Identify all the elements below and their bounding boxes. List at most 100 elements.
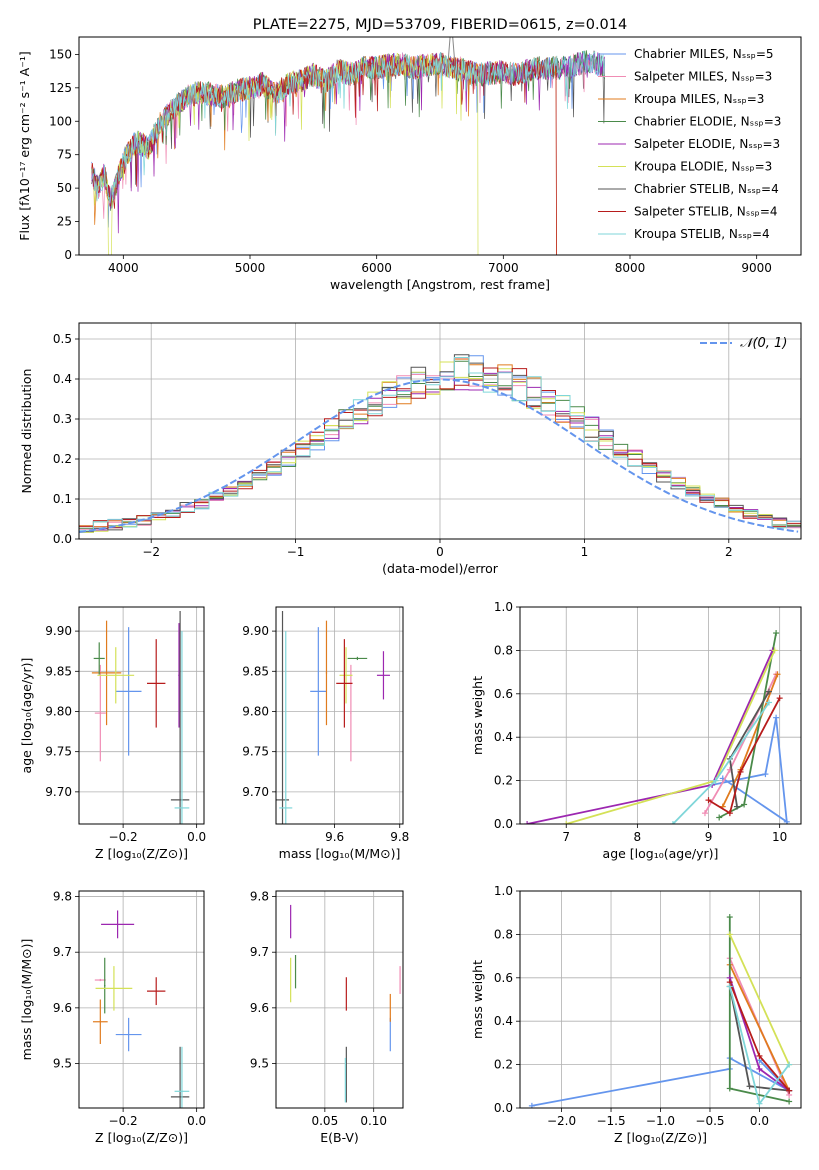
- x-tick-label: 0.0: [187, 830, 206, 844]
- y-tick-label: 9.70: [45, 785, 72, 799]
- plot-area: [528, 914, 793, 1108]
- y-tick-label: 9.6: [53, 1001, 72, 1015]
- chart-spectrum: 4000 5000 6000 7000 8000 9000 0 25 50 75 100 125 150…: [17, 17, 802, 292]
- legend-entry: Salpeter STELIB, Nₛₛₚ=4: [634, 205, 778, 219]
- legend-entry: Chabrier MILES, Nₛₛₚ=5: [634, 47, 774, 61]
- y-axis-label: Normed distribution: [19, 369, 34, 494]
- axes-frame: [519, 606, 802, 825]
- legend-entry: Chabrier ELODIE, Nₛₛₚ=3: [634, 115, 781, 129]
- x-tick-label: 6000: [361, 261, 392, 275]
- y-tick-label: 0.2: [494, 774, 513, 788]
- y-axis-label: age [log₁₀(age/yr)]: [19, 658, 34, 774]
- plot-area: [290, 904, 401, 1103]
- x-tick-label: −2.0: [547, 1114, 576, 1128]
- x-axis-label: wavelength [Angstrom, rest frame]: [330, 277, 550, 292]
- weight-line-kroupa_miles: [728, 964, 790, 1091]
- spectrum-line-kroupa_stelib: [91, 50, 606, 204]
- y-tick-label: 0.3: [53, 412, 72, 426]
- weight-line-kroupa_elodie: [728, 934, 790, 1065]
- plot-area: [91, 37, 606, 255]
- y-tick-label: 9.8: [250, 890, 269, 904]
- y-tick-label: 0.6: [494, 971, 513, 985]
- x-tick-label: 0.0: [187, 1114, 206, 1128]
- x-axis-label: Z [log₁₀(Z/Z⊙)]: [95, 1130, 188, 1145]
- y-tick-label: 1.0: [494, 600, 513, 614]
- y-tick-label: 100: [49, 114, 72, 128]
- x-axis-label: (data-model)/error: [382, 561, 499, 576]
- y-tick-label: 0.4: [494, 730, 513, 744]
- y-tick-label: 0.5: [53, 332, 72, 346]
- x-tick-label: 1: [581, 545, 589, 559]
- x-tick-label: 10: [772, 830, 787, 844]
- x-tick-label: 7000: [488, 261, 519, 275]
- x-tick-label: 0: [436, 545, 444, 559]
- y-tick-label: 0.4: [53, 372, 72, 386]
- axes-frame: [78, 606, 205, 825]
- y-tick-label: 0.1: [53, 492, 72, 506]
- axes-frame: [78, 36, 802, 256]
- x-tick-label: 4000: [108, 261, 139, 275]
- y-tick-label: 0.0: [53, 532, 72, 546]
- y-tick-label: 0.8: [494, 927, 513, 941]
- legend-entry: Salpeter ELODIE, Nₛₛₚ=3: [634, 137, 780, 151]
- legend-entry: Kroupa MILES, Nₛₛₚ=3: [634, 92, 764, 106]
- axes-frame: [78, 890, 205, 1109]
- chart-mass_vs_ebv: 0.05 0.10 9.5 9.6 9.7 9.8 E(B-V): [250, 890, 404, 1145]
- y-axis-label: mass [log₁₀(M/M⊙)]: [19, 939, 34, 1061]
- y-tick-label: 0.6: [494, 687, 513, 701]
- legend-entry: Salpeter MILES, Nₛₛₚ=3: [634, 70, 772, 84]
- y-tick-label: 9.75: [45, 745, 72, 759]
- spectrum-spike: [447, 37, 456, 68]
- axes-frame: [275, 890, 404, 1109]
- plot-area: [276, 611, 390, 824]
- y-tick-label: 75: [57, 148, 72, 162]
- y-tick-label: 0.4: [494, 1014, 513, 1028]
- x-tick-label: 0.10: [360, 1114, 387, 1128]
- y-tick-label: 9.85: [242, 664, 269, 678]
- y-tick-label: 9.90: [242, 624, 269, 638]
- y-tick-label: 0: [64, 248, 72, 262]
- y-tick-label: 9.80: [242, 704, 269, 718]
- legend-entry: Kroupa STELIB, Nₛₛₚ=4: [634, 227, 770, 241]
- chart-mass_vs_Z: −0.2 0.0 9.5 9.6 9.7 9.8 Z [log₁₀(Z/Z⊙)] mass […: [19, 890, 206, 1145]
- x-tick-label: 7: [562, 830, 570, 844]
- y-axis-label: Flux [fλ10⁻¹⁷ erg cm⁻² s⁻¹ A⁻¹]: [17, 51, 32, 240]
- x-tick-label: −2: [142, 545, 160, 559]
- y-tick-label: 9.5: [250, 1056, 269, 1070]
- y-tick-label: 9.85: [45, 664, 72, 678]
- x-tick-label: 9.6: [325, 830, 344, 844]
- plot-area: [79, 354, 801, 533]
- chart-residuals: −2 −1 0 1 2 0.0 0.1 0.2 0.3 0.4 0.5 (data-model)/er…: [19, 322, 802, 576]
- y-tick-label: 9.7: [53, 945, 72, 959]
- y-tick-label: 1.0: [494, 884, 513, 898]
- y-tick-label: 0.0: [494, 817, 513, 831]
- y-axis-label: mass weight: [470, 960, 485, 1039]
- hist-step-kroupa_stelib: [79, 357, 801, 532]
- x-tick-label: 5000: [235, 261, 266, 275]
- legend-entry: Kroupa ELODIE, Nₛₛₚ=3: [634, 160, 772, 174]
- y-tick-label: 9.80: [45, 704, 72, 718]
- chart-age_vs_mass: 9.6 9.8 9.70 9.75 9.80 9.85 9.90 mass [log₁₀(M/…: [242, 606, 409, 861]
- y-tick-label: 9.6: [250, 1001, 269, 1015]
- x-axis-label: Z [log₁₀(Z/Z⊙)]: [95, 846, 188, 861]
- x-tick-label: 9.8: [390, 830, 409, 844]
- x-tick-label: −1.0: [646, 1114, 675, 1128]
- y-tick-label: 0.0: [494, 1101, 513, 1115]
- y-tick-label: 9.75: [242, 745, 269, 759]
- x-tick-label: −1.5: [596, 1114, 625, 1128]
- x-axis-label: age [log₁₀(age/yr)]: [603, 846, 719, 861]
- legend-entry: Chabrier STELIB, Nₛₛₚ=4: [634, 182, 779, 196]
- y-tick-label: 50: [57, 181, 72, 195]
- chart-weight_vs_Z: −2.0 −1.5 −1.0 −0.5 0.0 0.0 0.2 0.4 0.6 0.8 1.0 Z […: [470, 884, 802, 1145]
- x-tick-label: −1: [287, 545, 305, 559]
- x-axis-label: mass [log₁₀(M/M⊙)]: [279, 846, 401, 861]
- y-tick-label: 0.8: [494, 643, 513, 657]
- x-tick-label: 8000: [615, 261, 646, 275]
- x-tick-label: −0.5: [695, 1114, 724, 1128]
- x-tick-label: 0.0: [750, 1114, 769, 1128]
- x-tick-label: −0.2: [109, 830, 138, 844]
- y-tick-label: 0.2: [494, 1058, 513, 1072]
- legend-entry: 𝒩(0, 1): [740, 336, 787, 351]
- x-tick-label: −0.2: [109, 1114, 138, 1128]
